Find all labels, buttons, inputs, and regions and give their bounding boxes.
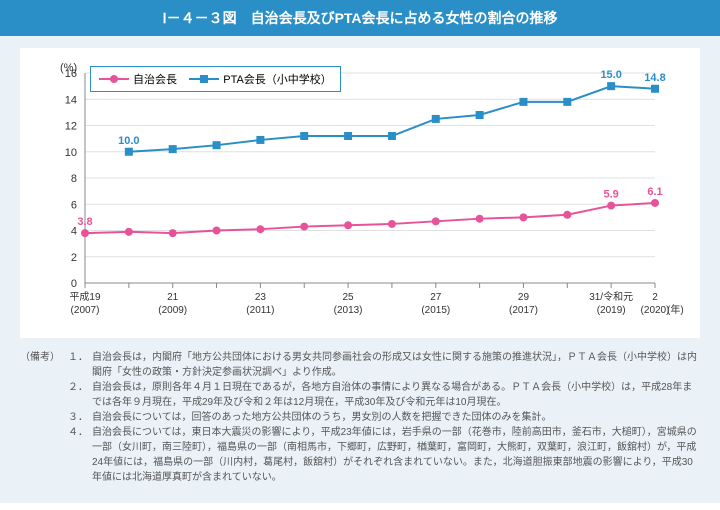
svg-text:(2020): (2020) xyxy=(641,305,670,316)
svg-text:2: 2 xyxy=(652,292,658,303)
svg-text:(2019): (2019) xyxy=(597,305,626,316)
svg-text:(%): (%) xyxy=(60,62,77,74)
svg-text:6: 6 xyxy=(71,199,77,211)
svg-text:3.8: 3.8 xyxy=(77,216,92,228)
svg-text:8: 8 xyxy=(71,173,77,185)
legend-s1: 自治会長 xyxy=(133,71,177,87)
chart-svg: 0246810121416(%)平成19(2007)21(2009)23(201… xyxy=(30,58,690,328)
svg-text:14: 14 xyxy=(65,94,77,106)
svg-text:(2009): (2009) xyxy=(158,305,187,316)
svg-text:21: 21 xyxy=(167,292,179,303)
svg-text:(2017): (2017) xyxy=(509,305,538,316)
svg-text:(2011): (2011) xyxy=(246,305,274,316)
svg-text:0: 0 xyxy=(71,278,77,290)
notes-label: （備考） xyxy=(20,350,68,380)
notes: （備考）１．自治会長は，内閣府「地方公共団体における男女共同参画社会の形成又は女… xyxy=(0,346,720,493)
svg-text:12: 12 xyxy=(65,121,77,133)
svg-text:(2015): (2015) xyxy=(421,305,450,316)
chart-title: Ⅰ－４－３図 自治会長及びPTA会長に占める女性の割合の推移 xyxy=(0,0,720,36)
svg-text:(年): (年) xyxy=(667,303,684,316)
svg-text:4: 4 xyxy=(71,226,77,238)
chart-area: 自治会長 PTA会長（小中学校） 0246810121416(%)平成19(20… xyxy=(20,48,700,338)
svg-text:(2013): (2013) xyxy=(334,305,363,316)
svg-text:10: 10 xyxy=(65,147,77,159)
note-1: 自治会長は，内閣府「地方公共団体における男女共同参画社会の形成又は女性に関する施… xyxy=(92,350,700,380)
svg-text:14.8: 14.8 xyxy=(644,72,665,84)
svg-text:6.1: 6.1 xyxy=(647,186,662,198)
svg-text:31/令和元: 31/令和元 xyxy=(589,290,633,303)
note-4: 自治会長については，東日本大震災の影響により，平成23年値には，岩手県の一部（花… xyxy=(92,425,700,485)
svg-text:2: 2 xyxy=(71,252,77,264)
note-2: 自治会長は，原則各年４月１日現在であるが，各地方自治体の事情により異なる場合があ… xyxy=(92,380,700,410)
note-3: 自治会長については，回答のあった地方公共団体のうち，男女別の人数を把握できた団体… xyxy=(92,410,700,425)
svg-text:10.0: 10.0 xyxy=(118,135,139,147)
svg-text:23: 23 xyxy=(255,292,267,303)
svg-text:29: 29 xyxy=(518,292,530,303)
svg-text:平成19: 平成19 xyxy=(69,291,101,303)
svg-text:15.0: 15.0 xyxy=(600,69,621,81)
svg-text:27: 27 xyxy=(430,292,442,303)
svg-text:5.9: 5.9 xyxy=(604,189,619,201)
svg-text:25: 25 xyxy=(343,292,355,303)
legend-s2: PTA会長（小中学校） xyxy=(223,71,332,87)
legend: 自治会長 PTA会長（小中学校） xyxy=(90,66,341,92)
svg-text:(2007): (2007) xyxy=(71,305,100,316)
